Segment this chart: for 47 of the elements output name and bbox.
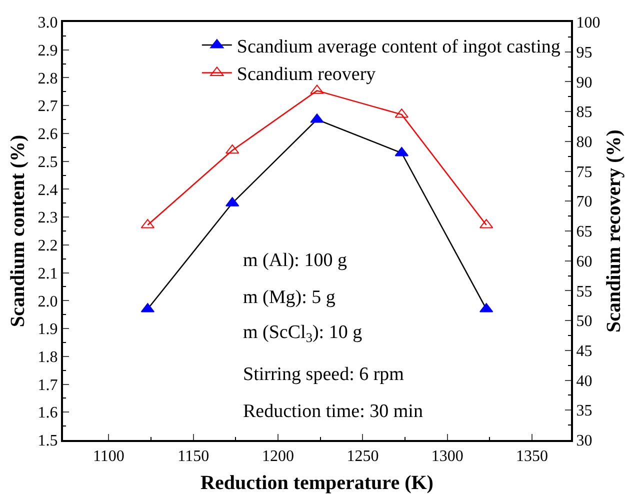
y-tick-label: 2.4 xyxy=(38,182,58,199)
y2-tick-label: 70 xyxy=(576,194,592,211)
y-tick-label: 1.6 xyxy=(38,404,58,422)
legend-label: Scandium reovery xyxy=(236,64,376,86)
annotation: m (Al): 100 g xyxy=(243,250,348,271)
y-tick-label: 1.9 xyxy=(38,321,58,338)
y-tick-label: 3.0 xyxy=(38,14,58,32)
y2-tick-label: 40 xyxy=(576,372,592,390)
y2-tick-label: 85 xyxy=(576,104,592,122)
y-tick-label: 2.3 xyxy=(38,210,58,227)
x-tick-label: 1100 xyxy=(93,448,124,466)
y-tick-label: 2.6 xyxy=(38,126,58,144)
y2-tick-label: 75 xyxy=(576,164,592,181)
annotation: m (ScCl$_{3}$): 10 g xyxy=(243,322,363,345)
y-tick-label: 2.2 xyxy=(38,238,58,255)
annotation: Reduction time: 30 min xyxy=(243,401,424,422)
y2-tick-label: 80 xyxy=(576,134,592,152)
y-axis-title: Scandium content (%) xyxy=(6,134,29,328)
y-tick-label: 2.1 xyxy=(38,265,58,282)
annotation: Stirring speed: 6 rpm xyxy=(243,364,404,385)
y-tick-label: 2.0 xyxy=(38,293,58,310)
y2-tick-label: 30 xyxy=(576,432,592,450)
y-tick-label: 2.7 xyxy=(38,98,58,116)
y-tick-label: 2.5 xyxy=(38,154,58,171)
y2-tick-label: 90 xyxy=(576,74,592,92)
y2-tick-label: 65 xyxy=(576,224,592,241)
y2-tick-label: 95 xyxy=(576,44,592,62)
y-tick-label: 1.8 xyxy=(38,349,58,366)
x-tick-label: 1200 xyxy=(262,448,294,466)
annotation: m (Mg): 5 g xyxy=(243,287,336,308)
y2-tick-label: 50 xyxy=(576,313,592,330)
y-tick-label: 1.5 xyxy=(38,432,58,450)
y2-tick-label: 100 xyxy=(576,14,600,32)
x-tick-label: 1300 xyxy=(431,448,464,466)
legend-label: Scandium average content of ingot casting xyxy=(236,36,561,58)
x-tick-label: 1250 xyxy=(346,448,379,466)
y2-tick-label: 60 xyxy=(576,253,592,270)
y2-tick-label: 55 xyxy=(576,283,592,300)
y2-axis-title: Scandium recovery (%) xyxy=(603,130,625,332)
x-tick-label: 1150 xyxy=(178,448,210,466)
y2-tick-label: 45 xyxy=(576,343,592,360)
y-tick-label: 2.9 xyxy=(38,42,58,60)
x-axis-title: Reduction temperature (K) xyxy=(200,472,434,494)
y2-tick-label: 35 xyxy=(576,402,592,420)
y-tick-label: 2.8 xyxy=(38,70,58,88)
x-tick-label: 1350 xyxy=(516,448,548,466)
y-tick-label: 1.7 xyxy=(38,376,58,394)
